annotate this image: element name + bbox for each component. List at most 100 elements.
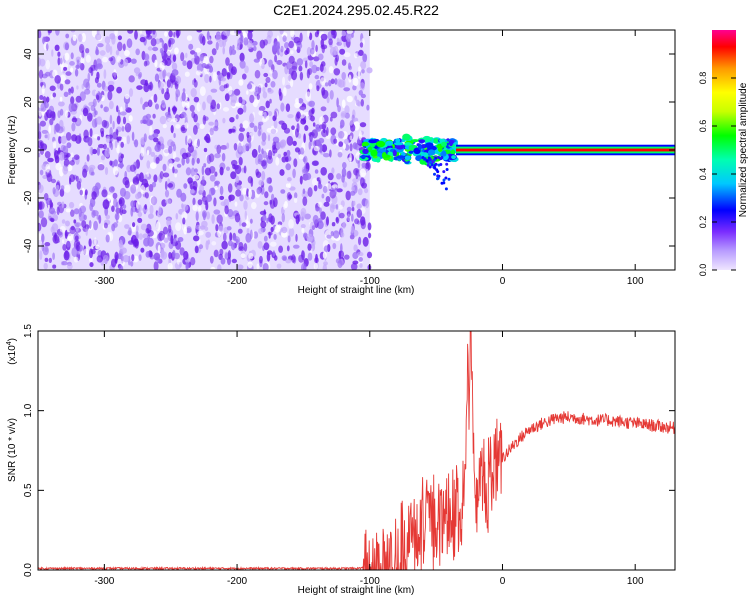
heatmap-noise-cell <box>336 97 339 108</box>
heatmap-noise-cell <box>61 261 68 266</box>
heatmap-noise-cell <box>42 245 49 256</box>
heatmap-noise-cell <box>352 142 358 150</box>
heatmap-noise-cell <box>143 60 148 67</box>
heatmap-noise-cell <box>310 115 315 122</box>
heatmap-noise-cell <box>222 46 225 55</box>
heatmap-noise-cell <box>331 184 338 189</box>
heatmap-noise-cell <box>296 111 301 119</box>
heatmap-noise-cell <box>215 33 222 43</box>
heatmap-noise-cell <box>153 93 158 103</box>
heatmap-drift-cell <box>445 162 449 166</box>
heatmap-noise-cell <box>224 205 229 215</box>
heatmap-noise-cell <box>243 243 248 252</box>
heatmap-noise-cell <box>111 223 116 232</box>
heatmap-noise-cell <box>55 30 60 36</box>
heatmap-noise-cell <box>212 71 217 82</box>
heatmap-noise-cell <box>104 36 111 44</box>
heatmap-noise-cell <box>88 238 92 247</box>
heatmap-noise-cell <box>213 197 217 207</box>
heatmap-noise-cell <box>322 185 328 194</box>
heatmap-noise-cell <box>89 128 93 138</box>
heatmap-noise-cell <box>57 57 61 66</box>
heatmap-noise-cell <box>70 52 74 60</box>
heatmap-noise-cell <box>246 83 253 90</box>
heatmap-drift-cell <box>427 156 431 160</box>
heatmap-noise-cell <box>283 203 286 210</box>
heatmap-line-cell <box>441 141 447 147</box>
heatmap-noise-cell <box>76 180 82 190</box>
heatmap-noise-cell <box>251 148 258 158</box>
heatmap-noise-cell <box>268 149 273 160</box>
heatmap-noise-cell <box>185 52 188 59</box>
heatmap-noise-cell <box>335 203 339 210</box>
heatmap-noise-cell <box>209 55 214 64</box>
heatmap-line-cell <box>439 138 446 143</box>
heatmap-noise-cell <box>173 133 176 138</box>
heatmap-noise-cell <box>163 237 169 243</box>
heatmap-noise-cell <box>304 125 309 131</box>
heatmap-noise-cell <box>238 242 244 251</box>
heatmap-noise-cell <box>211 48 217 56</box>
heatmap-noise-cell <box>288 40 295 49</box>
heatmap-noise-cell <box>210 266 216 270</box>
heatmap-noise-cell <box>286 135 294 146</box>
heatmap-noise-cell <box>186 60 193 70</box>
heatmap-noise-cell <box>272 197 278 208</box>
heatmap-noise-cell <box>338 250 342 260</box>
y-tick-label: -20 <box>23 190 34 205</box>
heatmap-noise-cell <box>175 124 181 129</box>
heatmap-noise-cell <box>344 138 349 145</box>
heatmap-noise-cell <box>264 82 268 88</box>
heatmap-noise-cell <box>52 252 55 260</box>
heatmap-noise-cell <box>258 255 263 264</box>
heatmap-noise-cell <box>291 254 296 263</box>
heatmap-noise-cell <box>230 66 237 76</box>
heatmap-noise-cell <box>175 222 182 232</box>
heatmap-noise-cell <box>105 43 111 53</box>
heatmap-line-cell <box>427 149 436 156</box>
heatmap-noise-cell <box>170 235 174 245</box>
heatmap-noise-cell <box>38 140 44 149</box>
heatmap-noise-cell <box>100 130 104 138</box>
heatmap-noise-cell <box>294 147 301 153</box>
heatmap-noise-cell <box>142 233 148 239</box>
heatmap-noise-cell <box>139 172 144 183</box>
heatmap-noise-cell <box>102 254 109 264</box>
heatmap-drift-cell <box>436 174 440 178</box>
heatmap-noise-cell <box>52 234 60 244</box>
heatmap-noise-cell <box>38 210 44 219</box>
colorbar-label: Normalized spectral amplitude <box>738 82 749 217</box>
heatmap-noise-cell <box>284 42 289 49</box>
heatmap-noise-cell <box>133 67 141 74</box>
heatmap-noise-cell <box>201 220 208 228</box>
heatmap-noise-cell <box>309 221 315 231</box>
heatmap-noise-cell <box>38 224 41 231</box>
heatmap-noise-cell <box>107 80 115 86</box>
heatmap-noise-cell <box>199 124 205 129</box>
heatmap-noise-cell <box>87 72 91 82</box>
heatmap-noise-cell <box>244 65 249 74</box>
heatmap-noise-cell <box>235 189 242 197</box>
heatmap-noise-cell <box>246 134 252 143</box>
heatmap-noise-cell <box>168 252 172 259</box>
heatmap-noise-cell <box>157 244 161 254</box>
heatmap-noise-cell <box>182 88 186 93</box>
heatmap-noise-cell <box>360 99 364 107</box>
heatmap-line-cell <box>367 146 373 153</box>
heatmap-noise-cell <box>71 247 78 258</box>
heatmap-noise-cell <box>95 49 100 56</box>
heatmap-noise-cell <box>62 165 69 175</box>
heatmap-noise-cell <box>144 192 149 199</box>
heatmap-noise-cell <box>143 53 150 61</box>
heatmap-noise-cell <box>140 247 145 253</box>
heatmap-noise-cell <box>294 102 301 109</box>
heatmap-noise-cell <box>41 233 45 243</box>
heatmap-noise-cell <box>323 153 330 158</box>
heatmap-noise-cell <box>168 30 173 38</box>
heatmap-noise-cell <box>194 51 198 59</box>
heatmap-noise-cell <box>55 123 60 133</box>
heatmap-noise-cell <box>201 165 205 176</box>
heatmap-drift-cell <box>426 163 430 167</box>
heatmap-noise-cell <box>318 137 325 144</box>
heatmap-noise-cell <box>268 185 273 193</box>
